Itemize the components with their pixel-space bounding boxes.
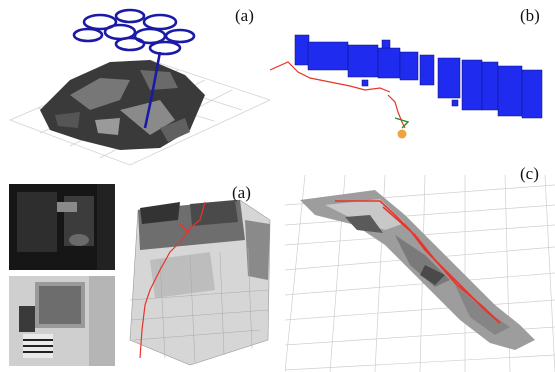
panel-b-graphic: [270, 34, 543, 139]
voxel-room: [120, 180, 280, 370]
panel-c-graphic: [285, 175, 555, 372]
label-a: (a): [235, 6, 254, 25]
camera-image-top: [9, 184, 115, 270]
label-b: (b): [520, 6, 540, 25]
point-cloud: [40, 60, 205, 150]
panel-b: [270, 0, 555, 165]
red-path: [270, 61, 406, 129]
voxel-room-graphic: [129, 199, 271, 366]
camera-image-bottom: [9, 276, 115, 366]
depth-image: [17, 184, 115, 270]
label-c: (c): [520, 164, 539, 183]
label-c-left: (a): [232, 183, 251, 202]
robot-marker: [394, 117, 410, 139]
terrain-map: [300, 190, 535, 350]
panel-a: [0, 0, 270, 170]
panel-c: [285, 175, 555, 372]
room-voxels: [129, 199, 271, 366]
voxel-map: [294, 34, 543, 119]
flight-trajectory: [72, 8, 196, 129]
rgb-image: [9, 276, 115, 366]
panel-a-graphic: [8, 8, 270, 166]
room-grid: [129, 247, 269, 363]
terrain-red-path: [335, 200, 501, 324]
room-red-path: [139, 201, 206, 359]
